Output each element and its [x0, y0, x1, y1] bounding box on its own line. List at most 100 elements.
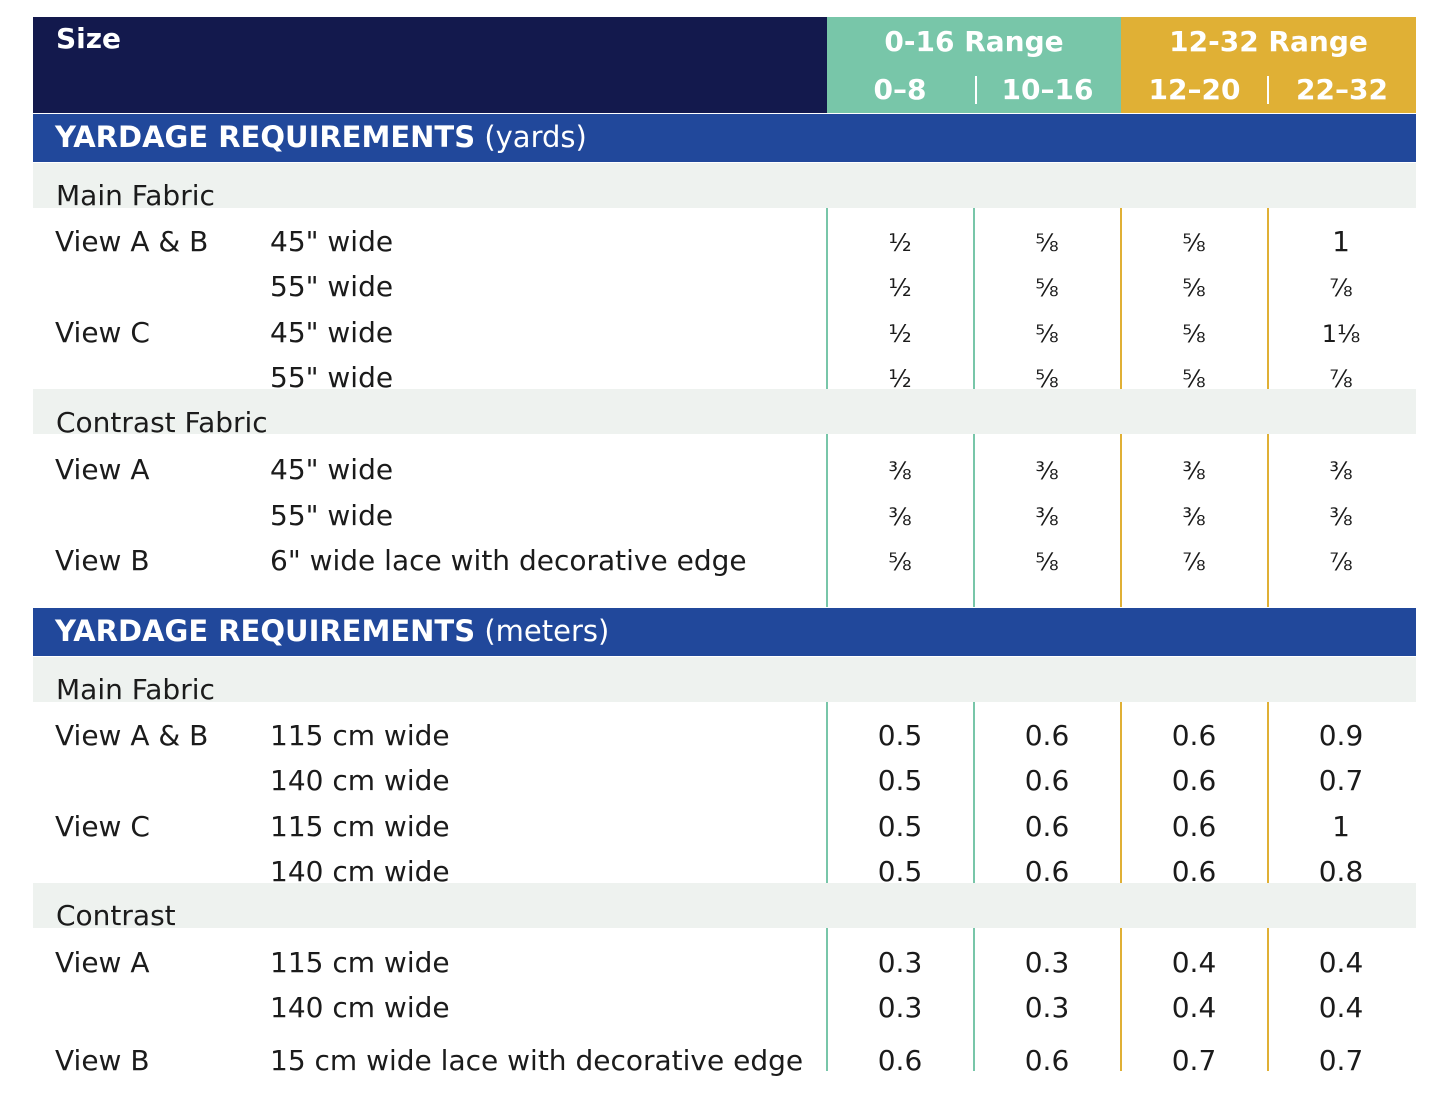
value-cell: ⅜ [888, 457, 912, 485]
range-0-16-header [827, 17, 1121, 113]
fabric-width-label: 6" wide lace with decorative edge [270, 544, 747, 577]
value-cell: ⅞ [1329, 274, 1353, 302]
column-divider [826, 702, 828, 883]
value-cell: ⅝ [1035, 320, 1059, 348]
value-cell: 0.7 [1318, 764, 1364, 797]
value-cell: ⅜ [1329, 503, 1353, 531]
column-divider [973, 702, 975, 883]
value-cell: ⅝ [1035, 229, 1059, 257]
fabric-width-label: 140 cm wide [270, 855, 450, 888]
value-cell: 0.3 [877, 991, 923, 1024]
value-cell: 0.6 [1024, 719, 1070, 752]
value-cell: 0.5 [877, 719, 923, 752]
size-separator [1267, 76, 1269, 104]
value-cell: 0.3 [877, 946, 923, 979]
value-cell: 0.4 [1318, 946, 1364, 979]
meters-section-title: YARDAGE REQUIREMENTS (meters) [55, 614, 610, 648]
value-cell: 0.6 [1024, 855, 1070, 888]
value-cell: 0.6 [1024, 810, 1070, 843]
range-0-16-label: 0-16 Range [884, 25, 1064, 58]
column-divider [826, 928, 828, 1071]
fabric-width-label: 45" wide [270, 316, 394, 349]
contrast-fabric-label: Contrast Fabric [56, 406, 268, 439]
value-cell: ⅝ [1182, 365, 1206, 393]
value-cell: ⅞ [1182, 548, 1206, 576]
view-label: View A & B [55, 225, 209, 258]
size-header-cell [33, 17, 827, 113]
value-cell: 1⅛ [1321, 320, 1361, 348]
yards-section-bar [33, 114, 1416, 162]
value-cell: 0.9 [1318, 719, 1364, 752]
fabric-width-label: 140 cm wide [270, 764, 450, 797]
view-label: View B [55, 544, 150, 577]
value-cell: 0.3 [1024, 991, 1070, 1024]
fabric-width-label: 115 cm wide [270, 719, 450, 752]
view-label: View A [55, 453, 150, 486]
value-cell: 0.7 [1171, 1044, 1217, 1077]
value-cell: 0.5 [877, 764, 923, 797]
column-divider [1267, 434, 1269, 607]
view-label: View A & B [55, 719, 209, 752]
column-divider [973, 434, 975, 607]
main-fabric-label: Main Fabric [56, 179, 215, 212]
value-cell: ⅜ [1035, 503, 1059, 531]
meters-section-bar [33, 608, 1416, 656]
value-cell: 0.3 [1024, 946, 1070, 979]
value-cell: 0.6 [1171, 810, 1217, 843]
value-cell: ⅝ [888, 548, 912, 576]
fabric-width-label: 15 cm wide lace with decorative edge [270, 1044, 804, 1077]
view-label: View C [55, 316, 150, 349]
value-cell: ⅝ [1035, 548, 1059, 576]
value-cell: ⅝ [1035, 365, 1059, 393]
value-cell: 0.5 [877, 810, 923, 843]
value-cell: ⅞ [1329, 365, 1353, 393]
value-cell: ⅞ [1329, 548, 1353, 576]
column-divider [1120, 702, 1122, 883]
value-cell: ⅜ [888, 503, 912, 531]
view-label: View A [55, 946, 150, 979]
value-cell: 0.6 [1024, 1044, 1070, 1077]
column-divider [1267, 208, 1269, 389]
value-cell: 0.6 [1024, 764, 1070, 797]
fabric-width-label: 55" wide [270, 361, 394, 394]
value-cell: ⅝ [1035, 274, 1059, 302]
size-col-0-8: 0–8 [873, 73, 927, 106]
value-cell: ⅝ [1182, 320, 1206, 348]
value-cell: ⅝ [1182, 274, 1206, 302]
column-divider [1120, 434, 1122, 607]
value-cell: 0.8 [1318, 855, 1364, 888]
main-fabric-label: Main Fabric [56, 673, 215, 706]
value-cell: ½ [888, 229, 912, 257]
value-cell: ⅜ [1035, 457, 1059, 485]
value-cell: 0.5 [877, 855, 923, 888]
value-cell: ⅝ [1182, 229, 1206, 257]
value-cell: ⅜ [1182, 503, 1206, 531]
fabric-width-label: 55" wide [270, 270, 394, 303]
fabric-width-label: 140 cm wide [270, 991, 450, 1024]
view-label: View C [55, 810, 150, 843]
value-cell: 0.6 [877, 1044, 923, 1077]
yards-section-title: YARDAGE REQUIREMENTS (yards) [55, 120, 587, 154]
value-cell: 0.4 [1318, 991, 1364, 1024]
group-band [33, 657, 1416, 702]
fabric-width-label: 115 cm wide [270, 810, 450, 843]
column-divider [1120, 928, 1122, 1071]
value-cell: ½ [888, 365, 912, 393]
fabric-width-label: 115 cm wide [270, 946, 450, 979]
column-divider [1267, 928, 1269, 1071]
value-cell: 0.6 [1171, 764, 1217, 797]
column-divider [826, 434, 828, 607]
value-cell: ⅜ [1182, 457, 1206, 485]
fabric-width-label: 45" wide [270, 225, 394, 258]
size-separator [975, 76, 977, 104]
value-cell: 0.6 [1171, 719, 1217, 752]
size-header-label: Size [56, 22, 122, 55]
view-label: View B [55, 1044, 150, 1077]
contrast-label: Contrast [56, 899, 176, 932]
column-divider [973, 928, 975, 1071]
group-band [33, 389, 1416, 434]
value-cell: 0.6 [1171, 855, 1217, 888]
column-divider [973, 208, 975, 389]
range-12-32-label: 12-32 Range [1169, 25, 1368, 58]
fabric-width-label: 55" wide [270, 499, 394, 532]
